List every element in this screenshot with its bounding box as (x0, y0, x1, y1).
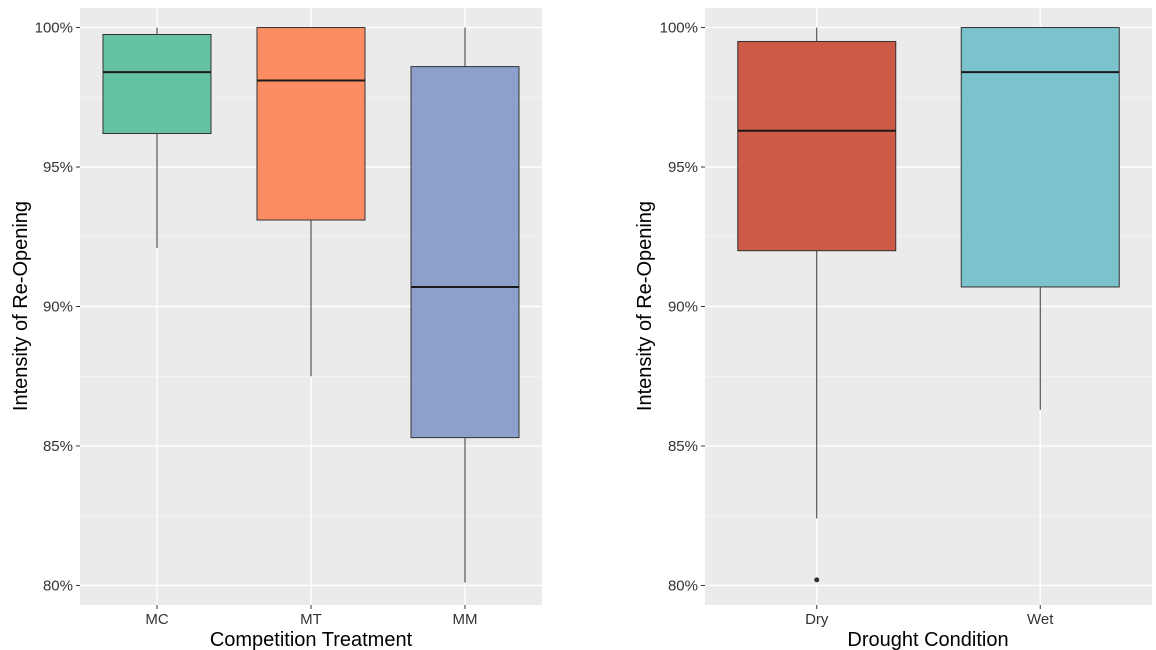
y-axis-title: Intensity of Re-Opening (10, 201, 32, 411)
x-tick-label: Dry (805, 611, 829, 628)
y-tick-label: 100% (660, 20, 698, 37)
y-tick-label: 80% (43, 577, 73, 594)
x-tick-label: Wet (1027, 611, 1054, 628)
chart-panel-1: 80% 85% 90% 95% 100% MC MT MM Competition Treatm… (10, 8, 542, 650)
box-mc (102, 34, 212, 135)
y-tick-label: 90% (668, 299, 698, 316)
box-wet (960, 27, 1120, 288)
x-tick-label: MM (453, 611, 478, 628)
y-tick-label: 85% (43, 438, 73, 455)
x-axis-title: Drought Condition (847, 629, 1008, 650)
y-tick-label: 90% (43, 299, 73, 316)
y-axis-title: Intensity of Re-Opening (634, 201, 656, 411)
chart-panel-2: 80% 85% 90% 95% 100% Dry Wet Drought Condition I… (634, 8, 1152, 650)
y-tick-label: 80% (668, 577, 698, 594)
y-tick-label: 95% (668, 159, 698, 176)
x-tick-label: MT (300, 611, 322, 628)
y-tick-label: 100% (35, 20, 73, 37)
box-mm (410, 66, 520, 439)
x-axis-title: Competition Treatment (210, 629, 413, 650)
box-dry (737, 40, 897, 252)
box-mt (256, 27, 366, 221)
outlier-point (814, 577, 820, 583)
y-tick-label: 95% (43, 159, 73, 176)
x-tick-label: MC (145, 611, 168, 628)
y-tick-label: 85% (668, 438, 698, 455)
